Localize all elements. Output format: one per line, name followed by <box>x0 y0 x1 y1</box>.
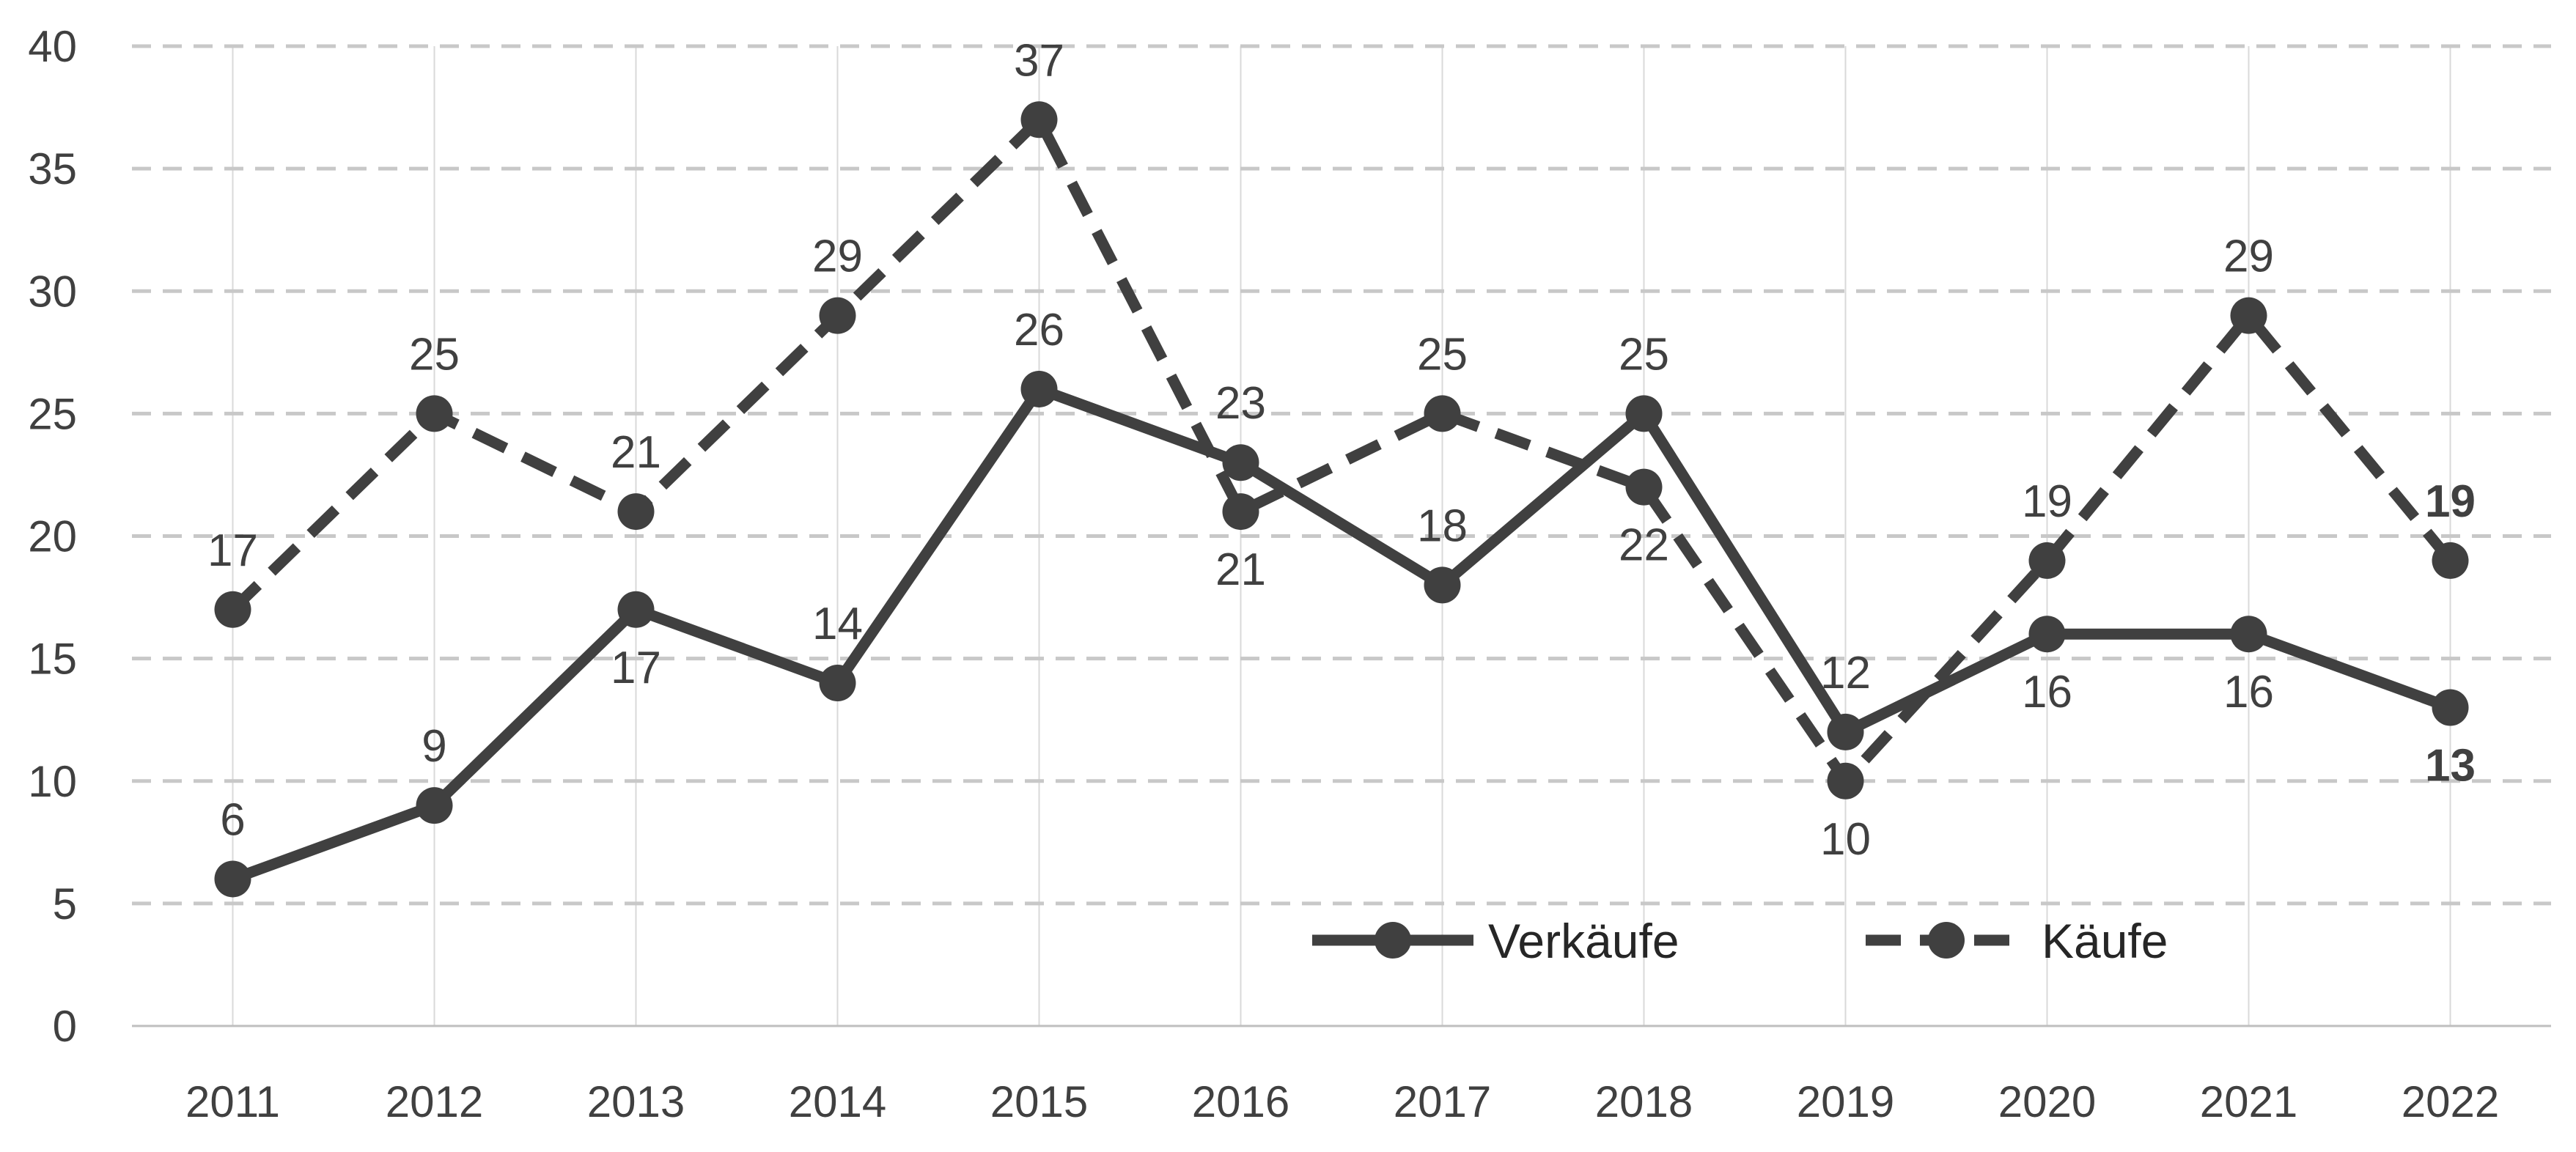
x-tick-label: 2011 <box>185 1077 280 1126</box>
data-label-verkaeufe: 12 <box>1820 648 1871 698</box>
data-point-verkaeufe <box>214 860 251 898</box>
x-tick-label: 2022 <box>2402 1077 2499 1126</box>
x-tick-label: 2016 <box>1192 1077 1289 1126</box>
x-tick-label: 2014 <box>789 1077 886 1126</box>
data-point-verkaeufe <box>1827 713 1864 750</box>
x-tick-label: 2012 <box>386 1077 483 1126</box>
data-label-kaeufe: 21 <box>1215 544 1266 595</box>
data-point-verkaeufe <box>2432 689 2469 726</box>
data-point-verkaeufe <box>1424 566 1461 604</box>
data-label-verkaeufe: 9 <box>422 721 446 772</box>
y-tick-label: 10 <box>28 757 77 806</box>
y-tick-label: 20 <box>28 512 77 561</box>
y-tick-label: 40 <box>28 22 77 71</box>
y-tick-label: 35 <box>28 144 77 193</box>
y-tick-label: 25 <box>28 389 77 438</box>
y-tick-label: 30 <box>28 267 77 316</box>
data-point-kaeufe <box>1222 493 1259 531</box>
x-tick-label: 2019 <box>1797 1077 1894 1126</box>
x-tick-label: 2015 <box>990 1077 1088 1126</box>
x-tick-label: 2020 <box>1998 1077 2096 1126</box>
series-line-verkaeufe <box>230 383 2453 885</box>
data-point-kaeufe <box>617 493 655 531</box>
data-point-kaeufe <box>2230 297 2267 334</box>
data-point-verkaeufe <box>617 591 655 628</box>
x-tick-label: 2017 <box>1394 1077 1491 1126</box>
data-label-verkaeufe: 17 <box>611 643 661 693</box>
legend-label-kaeufe: Käufe <box>2042 914 2168 968</box>
data-point-verkaeufe <box>416 787 453 824</box>
data-point-kaeufe <box>1424 395 1461 432</box>
data-point-kaeufe <box>1020 101 1058 139</box>
data-point-verkaeufe <box>2230 616 2267 653</box>
data-point-kaeufe <box>2432 542 2469 579</box>
series-line-kaeufe <box>229 114 2455 787</box>
x-tick-label: 2021 <box>2200 1077 2297 1126</box>
data-point-kaeufe <box>214 591 251 628</box>
data-point-verkaeufe <box>2028 616 2066 653</box>
data-label-verkaeufe: 14 <box>812 599 863 649</box>
data-label-kaeufe: 29 <box>812 232 863 282</box>
series-layer <box>214 101 2469 898</box>
data-point-verkaeufe <box>819 665 856 702</box>
data-label-kaeufe: 29 <box>2223 232 2274 282</box>
grid-layer <box>132 44 2551 1026</box>
legend: Verkäufe Käufe <box>1312 914 2168 968</box>
data-label-kaeufe: 19 <box>2425 476 2476 527</box>
data-label-kaeufe: 17 <box>207 525 258 576</box>
data-label-layer: 6 9 17 14 26 23 18 25 12 16 16 13 17 25 21 29 37 21 25 22 10… <box>207 35 2476 864</box>
data-label-kaeufe: 21 <box>611 427 661 478</box>
data-label-verkaeufe: 25 <box>1619 329 1669 380</box>
data-point-kaeufe <box>1827 762 1864 800</box>
data-label-verkaeufe: 13 <box>2425 740 2476 791</box>
data-point-kaeufe <box>416 395 453 432</box>
data-label-verkaeufe: 16 <box>2223 667 2274 717</box>
data-point-verkaeufe <box>1625 395 1663 432</box>
data-label-kaeufe: 10 <box>1820 814 1871 865</box>
data-point-kaeufe <box>2028 542 2066 579</box>
data-label-kaeufe: 19 <box>2022 476 2072 527</box>
data-label-kaeufe: 37 <box>1014 35 1064 86</box>
data-label-kaeufe: 22 <box>1619 520 1669 571</box>
y-tick-label: 5 <box>53 879 77 928</box>
y-tick-label: 0 <box>53 1002 77 1051</box>
x-tick-label: 2013 <box>587 1077 685 1126</box>
data-label-verkaeufe: 23 <box>1215 378 1266 429</box>
legend-marker-verkaeufe <box>1375 922 1411 959</box>
axis-layer: 0 5 10 15 20 25 30 35 40 2011 2012 2013 2014 2015 2016… <box>28 22 2551 1126</box>
data-point-verkaeufe <box>1222 444 1259 481</box>
data-label-kaeufe: 25 <box>409 329 460 380</box>
data-label-verkaeufe: 16 <box>2022 667 2072 717</box>
legend-marker-kaeufe <box>1928 922 1965 959</box>
data-label-verkaeufe: 6 <box>220 794 245 845</box>
data-label-verkaeufe: 26 <box>1014 305 1064 355</box>
data-point-kaeufe <box>1625 468 1663 506</box>
legend-label-verkaeufe: Verkäufe <box>1488 914 1679 968</box>
y-tick-label: 15 <box>28 635 77 684</box>
data-label-kaeufe: 25 <box>1417 329 1468 380</box>
data-point-verkaeufe <box>1020 370 1058 407</box>
x-tick-label: 2018 <box>1595 1077 1693 1126</box>
data-label-verkaeufe: 18 <box>1417 501 1468 551</box>
data-point-kaeufe <box>819 297 856 334</box>
